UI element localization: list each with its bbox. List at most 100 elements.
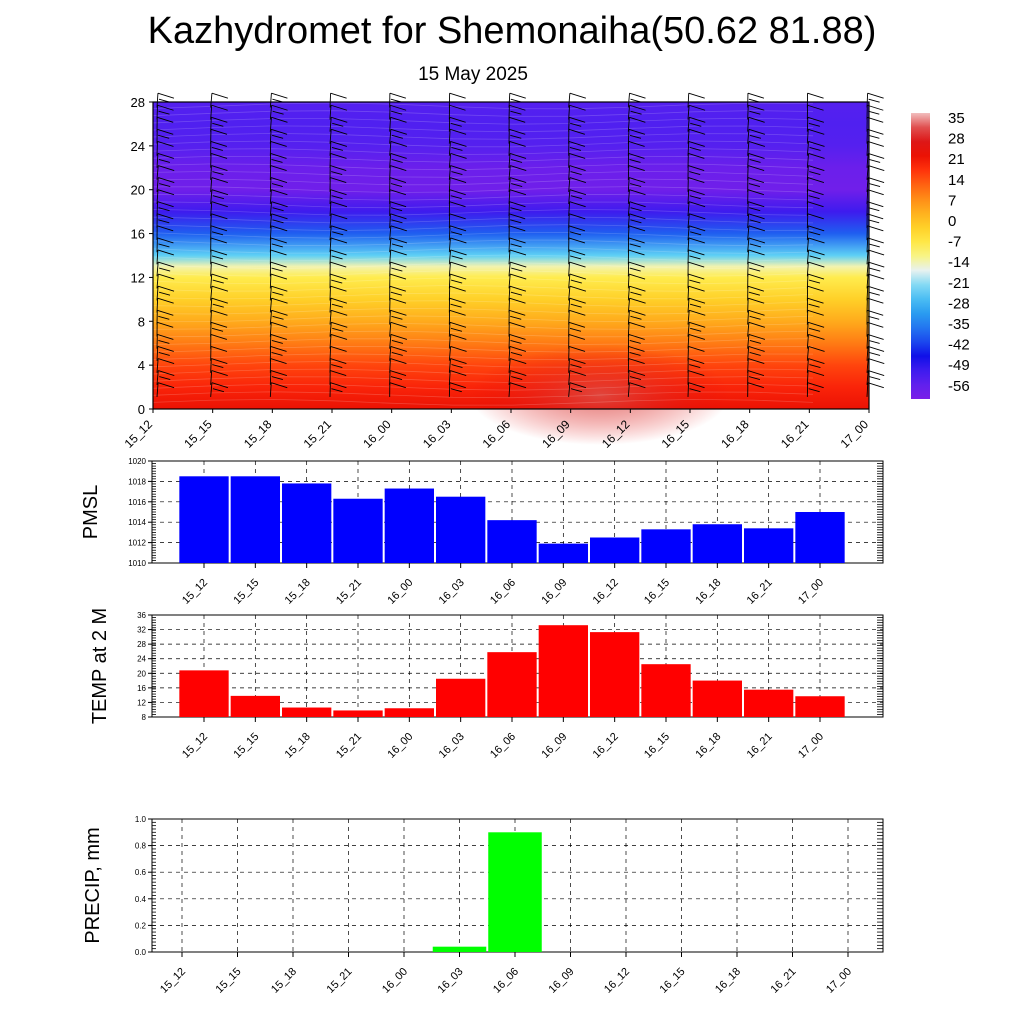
wind-barb: [687, 237, 705, 253]
wind-barb: [210, 333, 227, 349]
wind-barb: [448, 273, 467, 289]
wind-barb: [269, 261, 287, 277]
wind-barb: [329, 346, 347, 361]
wind-barb: [627, 358, 645, 373]
heatmap-y-tick-label: 16: [131, 227, 145, 242]
wind-barb: [687, 382, 705, 397]
wind-barb: [448, 104, 466, 120]
wind-barb: [210, 213, 228, 229]
panel-x-tick-label: 15_12: [180, 731, 210, 761]
wind-barb: [508, 333, 526, 349]
wind-barb: [269, 213, 288, 229]
panel-x-tick-label: 16_03: [436, 966, 466, 996]
wind-barb: [627, 201, 646, 217]
wind-barb: [627, 177, 646, 192]
wind-barb: [389, 346, 407, 361]
temp2m-ylabel: TEMP at 2 M: [89, 608, 111, 724]
panel-y-tick-label: 0.2: [135, 921, 147, 930]
temp2m-bar: [641, 664, 691, 717]
panel-minor-ticks: [152, 818, 883, 953]
wind-barb: [210, 153, 228, 168]
precip-ylabel: PRECIP, mm: [82, 827, 104, 943]
wind-barb: [687, 370, 705, 385]
wind-barb: [866, 116, 884, 132]
wind-barb: [627, 297, 646, 313]
wind-barb: [269, 321, 288, 337]
wind-barb: [448, 189, 466, 204]
panel-x-tick-label: 16_06: [491, 966, 521, 996]
wind-barb: [627, 140, 645, 156]
wind-barb: [508, 116, 526, 132]
wind-barb: [568, 201, 586, 217]
wind-barb: [329, 128, 348, 144]
wind-barb: [627, 104, 646, 120]
wind-barb: [687, 153, 705, 168]
colorbar-label: -14: [948, 254, 970, 271]
wind-barb: [389, 309, 407, 325]
temp2m-bar: [795, 696, 845, 717]
wind-barb: [210, 116, 228, 132]
wind-barb: [508, 273, 527, 289]
wind-barb: [687, 321, 706, 337]
wind-barb: [568, 273, 586, 289]
panel-x-tick-label: 16_21: [745, 731, 775, 761]
wind-barb: [687, 116, 706, 132]
wind-barb: [448, 201, 466, 217]
wind-barb: [866, 321, 884, 337]
wind-barb: [806, 321, 825, 337]
wind-barb: [806, 285, 824, 301]
wind-barb: [568, 297, 586, 313]
panel-y-tick-label: 12: [137, 698, 146, 707]
wind-barb: [627, 116, 646, 132]
wind-barb: [627, 165, 645, 180]
temp2m-bar: [436, 678, 486, 717]
panel-x-tick-label: 15_15: [231, 577, 261, 607]
panel-x-tick-label: 16_21: [745, 577, 775, 607]
wind-barb: [156, 237, 174, 253]
wind-barb: [806, 153, 825, 168]
wind-barb: [389, 237, 408, 253]
wind-barb: [210, 297, 228, 313]
wind-barb: [508, 153, 527, 168]
wind-barb: [806, 333, 825, 349]
wind-barb: [156, 225, 174, 241]
wind-barb: [508, 321, 526, 337]
pmsl-bar: [384, 488, 434, 563]
panel-y-tick-label: 1010: [128, 559, 146, 568]
wind-barb: [329, 309, 348, 325]
heatmap-x-tick-label: 15_15: [181, 417, 215, 451]
wind-barb: [508, 177, 527, 192]
wind-barb: [866, 370, 885, 385]
wind-barb: [389, 285, 406, 301]
colorbar-label: -28: [948, 295, 970, 312]
wind-barb: [747, 370, 765, 385]
wind-barb: [568, 382, 587, 397]
wind-barb: [156, 213, 174, 229]
wind-barb: [568, 346, 586, 361]
wind-barb: [389, 358, 407, 373]
wind-barb: [747, 104, 765, 120]
wind-barb: [448, 225, 467, 241]
heatmap-y-tick-label: 0: [138, 402, 145, 417]
colorbar-label: -49: [948, 357, 970, 374]
wind-barb: [866, 285, 884, 301]
wind-barb: [389, 213, 407, 229]
wind-barb: [329, 201, 348, 217]
wind-barb: [269, 189, 288, 205]
wind-barb: [210, 273, 228, 289]
panel-x-tick-label: 15_15: [231, 731, 261, 761]
wind-barb: [269, 128, 288, 144]
wind-barb: [866, 128, 884, 144]
panel-y-tick-label: 8: [142, 713, 147, 722]
wind-barb: [508, 370, 527, 385]
wind-barb: [156, 261, 175, 277]
colorbar-label: 21: [948, 151, 965, 168]
wind-barb: [687, 249, 705, 265]
heatmap-x-tick-label: 15_18: [241, 417, 275, 451]
panel-x-tick-label: 16_09: [539, 577, 569, 607]
wind-barb: [508, 213, 526, 229]
wind-barb: [866, 189, 884, 204]
wind-barb: [448, 333, 467, 349]
wind-barb: [568, 213, 586, 229]
